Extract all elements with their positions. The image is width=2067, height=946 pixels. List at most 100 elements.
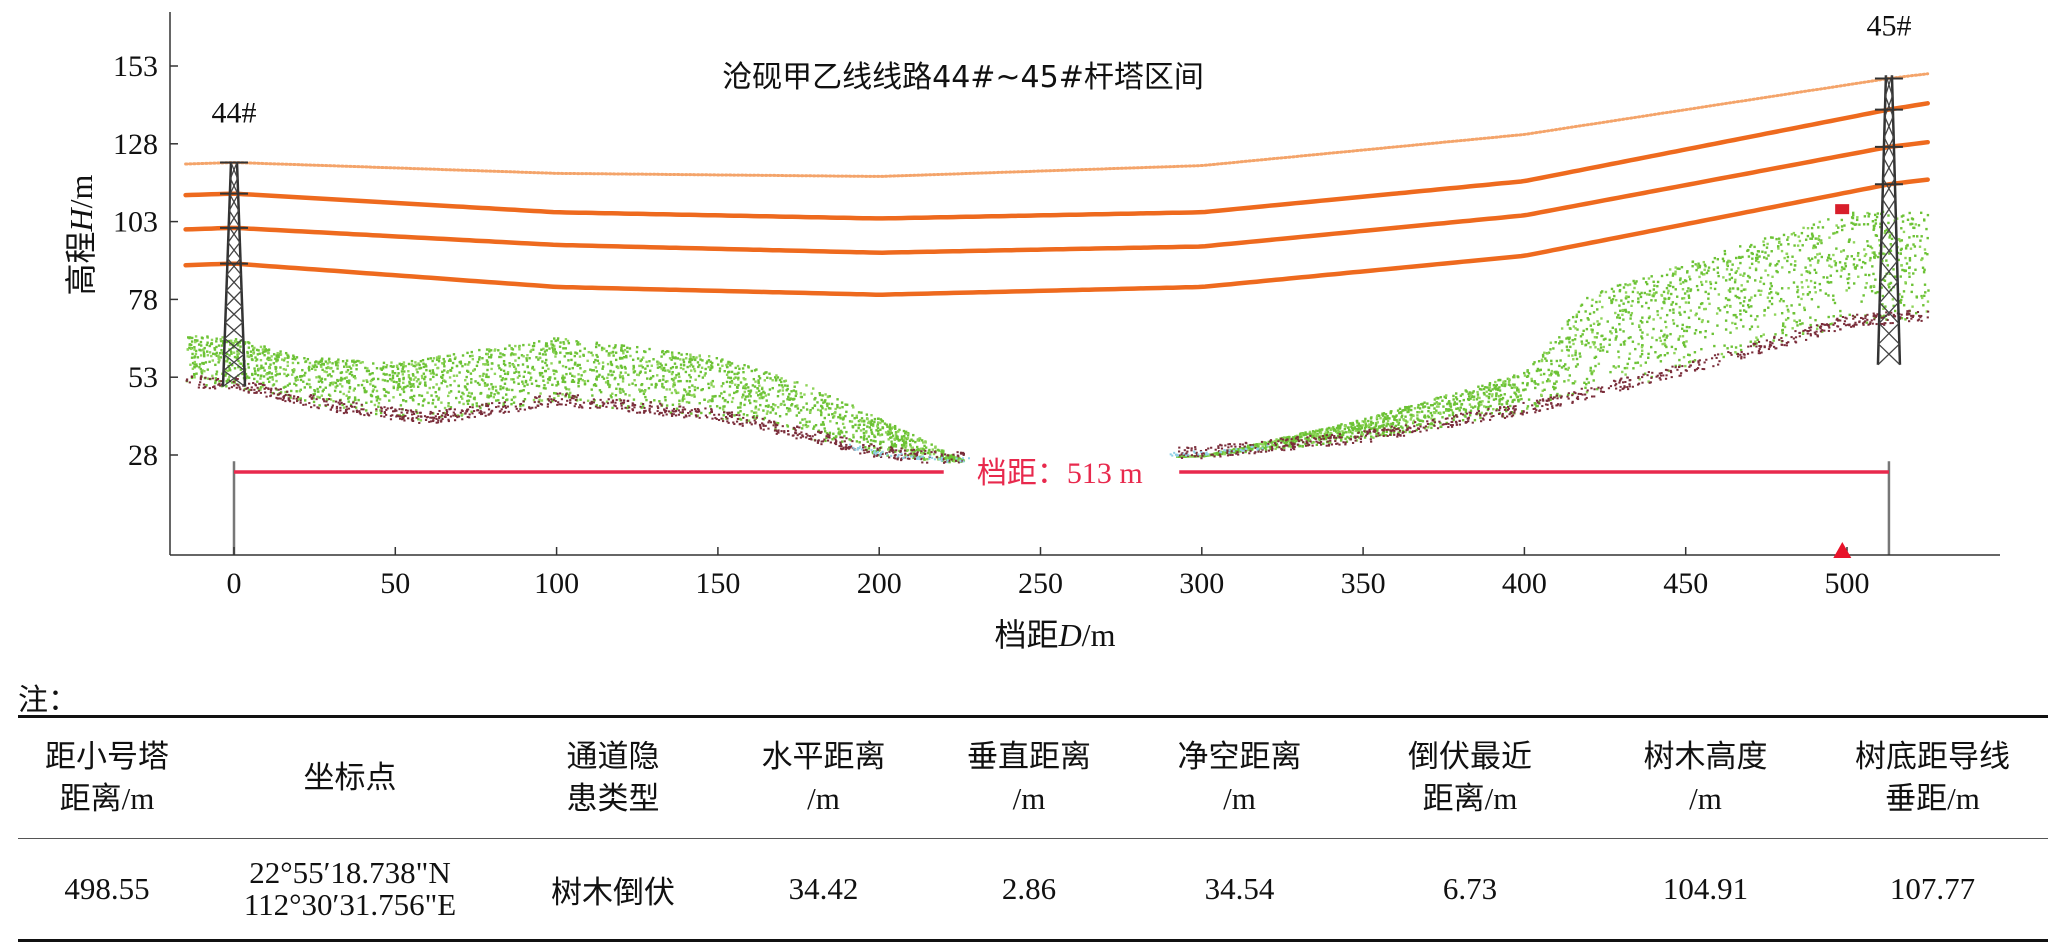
- vegetation-point: [304, 399, 307, 402]
- vegetation-point: [1381, 413, 1384, 417]
- vegetation-point: [238, 341, 242, 344]
- vegetation-point: [1847, 286, 1851, 290]
- vegetation-point: [365, 401, 368, 405]
- vegetation-point: [521, 380, 524, 383]
- vegetation-point: [1571, 315, 1575, 319]
- vegetation-point: [654, 384, 658, 387]
- vegetation-point: [1618, 304, 1621, 307]
- vegetation-point: [614, 358, 618, 362]
- vegetation-point: [276, 359, 279, 362]
- vegetation-point: [294, 358, 297, 361]
- vegetation-point: [781, 393, 785, 396]
- ground-point: [658, 411, 662, 414]
- vegetation-point: [347, 381, 351, 385]
- vegetation-point: [862, 438, 866, 441]
- vegetation-point: [717, 363, 720, 366]
- vegetation-point: [1432, 411, 1436, 414]
- vegetation-point: [771, 386, 774, 390]
- vegetation-point: [1592, 343, 1596, 346]
- vegetation-point: [554, 369, 557, 373]
- ground-point: [330, 406, 334, 409]
- vegetation-point: [1418, 419, 1422, 422]
- vegetation-point: [276, 351, 279, 355]
- vegetation-point: [252, 352, 255, 355]
- vegetation-point: [567, 393, 571, 397]
- vegetation-point: [1842, 249, 1845, 252]
- vegetation-point: [838, 413, 842, 417]
- vegetation-point: [1404, 419, 1407, 422]
- vegetation-point: [442, 357, 445, 361]
- ground-point: [199, 378, 202, 381]
- ground-point: [783, 430, 786, 433]
- vegetation-point: [887, 438, 890, 441]
- vegetation-point: [796, 404, 799, 407]
- vegetation-point: [668, 357, 672, 360]
- vegetation-point: [470, 350, 473, 354]
- vegetation-point: [440, 415, 443, 418]
- vegetation-point: [826, 404, 829, 408]
- vegetation-point: [693, 395, 696, 398]
- vegetation-point: [1834, 261, 1838, 265]
- vegetation-point: [1675, 302, 1678, 306]
- vegetation-point: [226, 357, 229, 361]
- vegetation-point: [757, 379, 760, 382]
- vegetation-point: [1676, 324, 1679, 328]
- vegetation-point: [1353, 426, 1356, 429]
- vegetation-point: [632, 398, 636, 401]
- vegetation-point: [563, 376, 566, 379]
- vegetation-point: [354, 406, 358, 409]
- vegetation-point: [586, 359, 589, 363]
- vegetation-point: [194, 340, 197, 344]
- vegetation-point: [1566, 393, 1570, 397]
- vegetation-point: [410, 389, 413, 392]
- vegetation-point: [781, 389, 785, 392]
- vegetation-point: [836, 406, 839, 409]
- vegetation-point: [1681, 323, 1684, 327]
- ground-point: [892, 451, 895, 454]
- vegetation-point: [1510, 386, 1514, 389]
- vegetation-point: [1558, 342, 1561, 345]
- vegetation-point: [1579, 319, 1583, 322]
- vegetation-point: [1585, 339, 1588, 342]
- vegetation-point: [429, 372, 433, 375]
- ground-point: [1619, 378, 1622, 381]
- vegetation-point: [417, 403, 420, 406]
- vegetation-point: [606, 376, 609, 380]
- vegetation-point: [921, 441, 925, 444]
- vegetation-point: [1687, 296, 1691, 299]
- vegetation-point: [783, 380, 786, 383]
- vegetation-point: [1327, 426, 1331, 430]
- vegetation-point: [1730, 268, 1733, 271]
- vegetation-point: [1544, 357, 1547, 360]
- vegetation-point: [567, 388, 571, 391]
- vegetation-point: [1635, 280, 1638, 283]
- vegetation-point: [793, 381, 796, 384]
- vegetation-point: [467, 391, 471, 395]
- ground-point: [246, 386, 249, 389]
- vegetation-point: [670, 358, 673, 361]
- vegetation-point: [726, 400, 730, 404]
- vegetation-point: [1809, 316, 1812, 319]
- vegetation-point: [1735, 269, 1739, 273]
- vegetation-point: [1526, 405, 1530, 408]
- vegetation-point: [339, 378, 342, 382]
- vegetation-point: [1481, 400, 1484, 403]
- vegetation-point: [400, 387, 404, 391]
- ground-point: [411, 417, 414, 420]
- vegetation-point: [303, 386, 306, 389]
- vegetation-point: [841, 422, 845, 426]
- vegetation-point: [1353, 427, 1356, 430]
- vegetation-point: [1814, 318, 1817, 322]
- vegetation-point: [849, 438, 853, 442]
- vegetation-point: [868, 426, 872, 429]
- vegetation-point: [1498, 398, 1501, 402]
- vegetation-point: [1763, 314, 1766, 317]
- vegetation-point: [1640, 344, 1644, 347]
- vegetation-point: [1760, 289, 1763, 293]
- vegetation-point: [609, 394, 613, 397]
- vegetation-point: [1872, 227, 1876, 230]
- vegetation-point: [1700, 347, 1703, 351]
- vegetation-point: [1589, 369, 1592, 372]
- vegetation-point: [744, 398, 747, 401]
- vegetation-point: [469, 395, 472, 398]
